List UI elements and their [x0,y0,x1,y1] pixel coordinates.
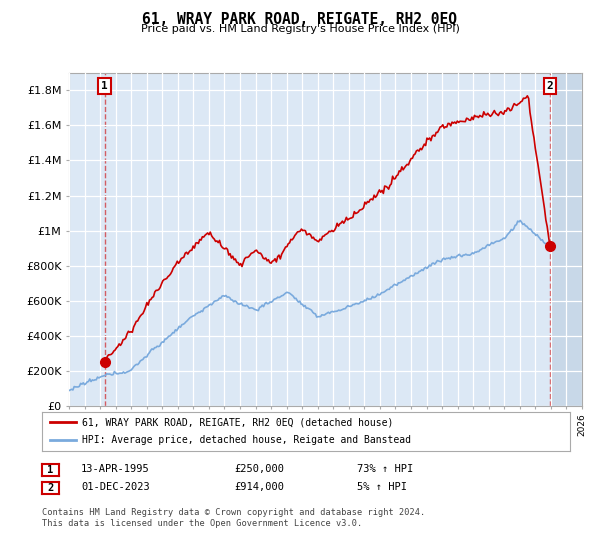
Text: £914,000: £914,000 [234,482,284,492]
Text: 13-APR-1995: 13-APR-1995 [81,464,150,474]
Text: 2: 2 [47,483,53,493]
Text: 5% ↑ HPI: 5% ↑ HPI [357,482,407,492]
Text: 1: 1 [101,81,108,91]
Text: 61, WRAY PARK ROAD, REIGATE, RH2 0EQ (detached house): 61, WRAY PARK ROAD, REIGATE, RH2 0EQ (de… [82,417,393,427]
Bar [551,73,582,406]
Text: HPI: Average price, detached house, Reigate and Banstead: HPI: Average price, detached house, Reig… [82,435,410,445]
Text: 1: 1 [47,465,53,475]
Text: 01-DEC-2023: 01-DEC-2023 [81,482,150,492]
Text: Price paid vs. HM Land Registry's House Price Index (HPI): Price paid vs. HM Land Registry's House … [140,24,460,34]
Text: 73% ↑ HPI: 73% ↑ HPI [357,464,413,474]
Text: £250,000: £250,000 [234,464,284,474]
Text: 61, WRAY PARK ROAD, REIGATE, RH2 0EQ: 61, WRAY PARK ROAD, REIGATE, RH2 0EQ [143,12,458,27]
Text: 2: 2 [546,81,553,91]
Text: Contains HM Land Registry data © Crown copyright and database right 2024.
This d: Contains HM Land Registry data © Crown c… [42,508,425,528]
